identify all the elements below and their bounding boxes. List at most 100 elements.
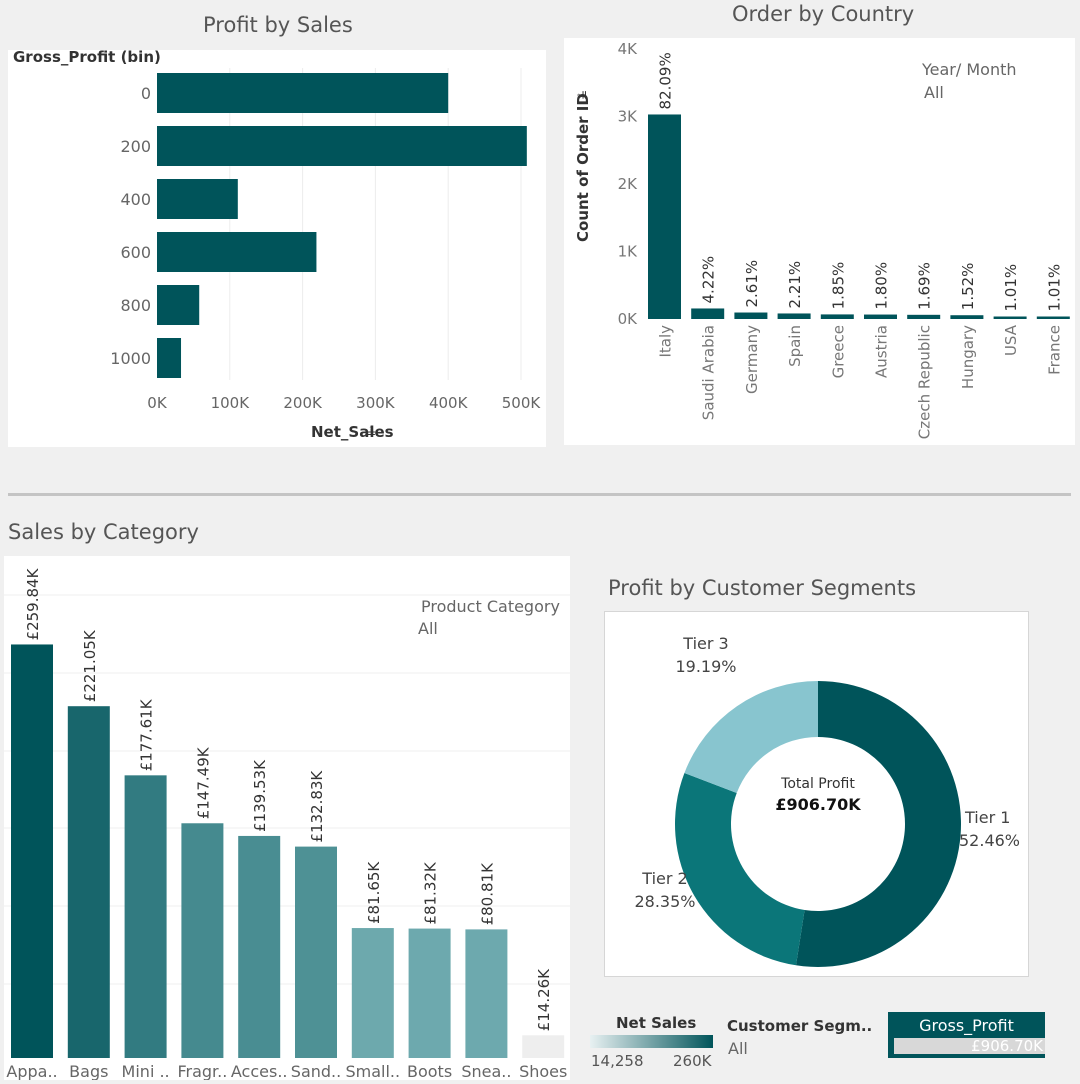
x-tick-label: Boots: [407, 1062, 452, 1080]
data-label: 4.22%: [700, 256, 718, 304]
sales-by-category-title: Sales by Category: [8, 520, 199, 544]
bar[interactable]: [864, 314, 897, 319]
bar[interactable]: [648, 114, 681, 319]
data-label: £81.32K: [422, 861, 440, 924]
profit-by-sales-title: Profit by Sales: [203, 13, 353, 37]
gross-profit-kpi-value: £906.70K: [971, 1037, 1043, 1055]
data-label: £259.84K: [24, 567, 42, 640]
bar[interactable]: [993, 316, 1027, 319]
bar[interactable]: [465, 929, 508, 1058]
customer-segment-filter-label[interactable]: Customer Segm..: [727, 1017, 873, 1035]
data-label: 2.61%: [743, 260, 761, 308]
bar[interactable]: [1036, 316, 1070, 319]
sales-by-category-panel: £259.84K Appa.. £221.05K Bags £177.61K Mini .…: [4, 556, 570, 1081]
profit-by-sales-chart: Gross_Profit (bin) 0K 100K 200K 300K 400K 500K…: [13, 48, 542, 441]
y-tick-label: 2K: [618, 175, 639, 193]
bar[interactable]: [157, 285, 200, 325]
customer-segment-filter-value[interactable]: All: [728, 1039, 748, 1058]
y-tick-label: 200: [120, 137, 151, 156]
y-tick-label: 1000: [110, 349, 151, 368]
profit-by-segments-title: Profit by Customer Segments: [608, 576, 917, 600]
sales-by-category-chart: £259.84K Appa.. £221.05K Bags £177.61K Mini .…: [4, 567, 570, 1081]
gross-profit-kpi-bar: £906.70K: [894, 1037, 1045, 1055]
bar[interactable]: [67, 706, 110, 1058]
bar[interactable]: [157, 179, 238, 219]
bar[interactable]: [820, 314, 854, 319]
bar[interactable]: [11, 644, 53, 1058]
data-label: 1.69%: [916, 262, 934, 310]
y-tick-label: 1K: [618, 243, 639, 261]
order-by-country-title: Order by Country: [732, 2, 915, 26]
x-tick-label: 0K: [147, 394, 168, 412]
bar[interactable]: [408, 928, 451, 1058]
x-tick-label: Shoes: [519, 1062, 567, 1080]
sort-icon[interactable]: ≟: [577, 90, 591, 100]
bar[interactable]: [238, 835, 281, 1058]
bar[interactable]: [295, 846, 337, 1058]
x-tick-label: Mini ..: [122, 1062, 170, 1080]
bar[interactable]: [157, 126, 527, 166]
net-sales-color-ramp: [590, 1035, 713, 1048]
donut-center-value: £906.70K: [775, 795, 861, 814]
data-label: 1.85%: [829, 262, 847, 310]
x-tick-label: Czech Republic: [916, 325, 934, 439]
data-label: 1.01%: [1002, 264, 1020, 312]
x-tick-label: Snea..: [461, 1062, 511, 1080]
bar[interactable]: [691, 308, 725, 319]
profit-by-segments-chart: Tier 1 52.46% Tier 2 28.35% Tier 3 19.19% Tota…: [634, 634, 1020, 967]
sort-icon[interactable]: ≟: [366, 426, 376, 440]
x-tick-label: Sand..: [291, 1062, 341, 1080]
x-tick-label: Hungary: [959, 325, 977, 389]
profit-by-sales-panel: Gross_Profit (bin) 0K 100K 200K 300K 400K 500K…: [8, 48, 546, 447]
bar[interactable]: [907, 314, 941, 319]
year-month-filter-value[interactable]: All: [924, 83, 944, 102]
data-label: £177.61K: [138, 698, 156, 771]
bar[interactable]: [181, 823, 224, 1058]
bar[interactable]: [522, 1035, 565, 1058]
y-tick-label: 3K: [618, 108, 639, 126]
bar[interactable]: [157, 338, 182, 378]
net-sales-legend-min: 14,258: [591, 1052, 644, 1070]
donut-slice[interactable]: [795, 681, 961, 967]
bar[interactable]: [734, 312, 768, 319]
data-label: 1.80%: [873, 262, 891, 310]
year-month-filter-label[interactable]: Year/ Month: [922, 60, 1017, 79]
data-label: £139.53K: [251, 759, 269, 832]
net-sales-legend-max: 260K: [673, 1052, 712, 1070]
donut-slice[interactable]: [684, 681, 818, 793]
gross-profit-kpi: Gross_Profit £906.70K: [888, 1012, 1045, 1058]
x-tick-label: Austria: [873, 325, 891, 378]
donut-slice[interactable]: [675, 772, 805, 966]
bar[interactable]: [157, 232, 317, 272]
x-axis-title: Net_Sales: [311, 423, 394, 441]
bar[interactable]: [124, 775, 167, 1058]
slice-percent-label: 19.19%: [675, 657, 736, 676]
slice-percent-label: 52.46%: [959, 831, 1020, 850]
y-tick-label: 400: [120, 190, 151, 209]
x-tick-label: Fragr..: [177, 1062, 227, 1080]
x-tick-label: Spain: [786, 325, 804, 367]
order-by-country-chart: 0K 1K 2K 3K 4K Count of Order ID≟ 82.09% Italy 4…: [574, 40, 1070, 439]
bar[interactable]: [777, 313, 811, 319]
data-label: £147.49K: [194, 746, 212, 819]
product-category-filter-label[interactable]: Product Category: [421, 597, 560, 616]
bar[interactable]: [950, 315, 984, 319]
x-tick-label: Bags: [69, 1062, 108, 1080]
x-tick-label: 100K: [211, 394, 251, 412]
product-category-filter-value[interactable]: All: [418, 619, 438, 638]
x-tick-label: 200K: [283, 394, 323, 412]
y-tick-label: 600: [120, 243, 151, 262]
donut-center-label: Total Profit: [780, 776, 855, 792]
net-sales-legend-label: Net Sales: [616, 1014, 697, 1032]
data-label: £14.26K: [535, 968, 553, 1031]
section-divider: [8, 493, 1071, 496]
y-tick-label: 0: [141, 84, 151, 103]
y-tick-label: 0K: [618, 310, 639, 328]
x-tick-label: 500K: [502, 394, 542, 412]
data-label: 1.01%: [1045, 264, 1063, 312]
bar[interactable]: [351, 928, 394, 1058]
bar[interactable]: [157, 73, 449, 113]
slice-category-label: Tier 2: [641, 869, 687, 888]
x-tick-label: Italy: [657, 325, 675, 358]
data-label: £80.81K: [478, 862, 496, 925]
